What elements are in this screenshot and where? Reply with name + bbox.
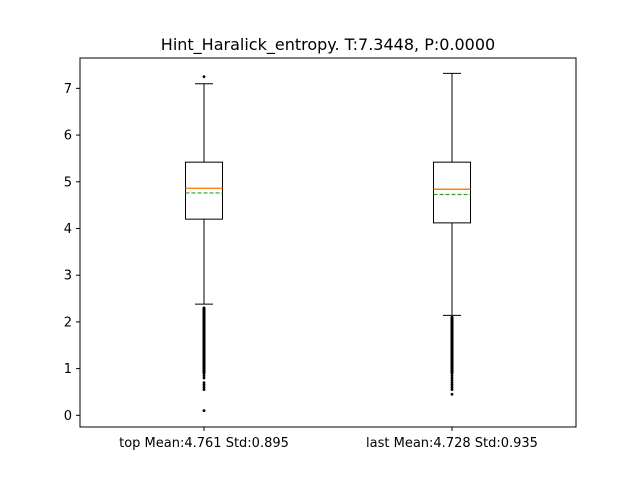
y-tick-label: 7 [64,82,72,97]
outlier-point [450,385,454,389]
iqr-box [185,161,223,220]
outlier-point [450,392,454,396]
outlier-point [450,374,454,378]
outlier-point [450,376,454,380]
outlier-point [202,385,206,389]
y-tick-label: 0 [64,409,72,424]
outlier-point [202,409,206,413]
box-group: top Mean:4.761 Std:0.895 [119,75,289,451]
outlier-point [450,381,454,385]
y-tick-label: 4 [64,222,72,237]
outlier-point [450,383,454,387]
x-tick-label: top Mean:4.761 Std:0.895 [119,436,289,451]
outlier-point [450,388,454,392]
chart-title: Hint_Haralick_entropy. T:7.3448, P:0.000… [161,35,495,55]
x-tick-label: last Mean:4.728 Std:0.935 [366,436,538,451]
y-tick-label: 1 [64,362,72,377]
outlier-point [202,374,206,378]
outlier-point [202,388,206,392]
outlier-point [202,381,206,385]
y-tick-label: 3 [64,269,72,284]
plot-frame [79,57,577,428]
y-tick-label: 2 [64,315,72,330]
iqr-box [433,161,471,224]
outlier-point [202,75,206,79]
y-tick-label: 6 [64,129,72,144]
outlier-point [450,378,454,382]
plot-area: 0 1 2 3 4 5 6 7 top Mean:4.761 Std:0.895 last Mea… [64,57,577,451]
outlier-point [202,383,206,387]
outlier-point [202,376,206,380]
y-tick-label: 5 [64,175,72,190]
box-group: last Mean:4.728 Std:0.935 [366,72,538,451]
